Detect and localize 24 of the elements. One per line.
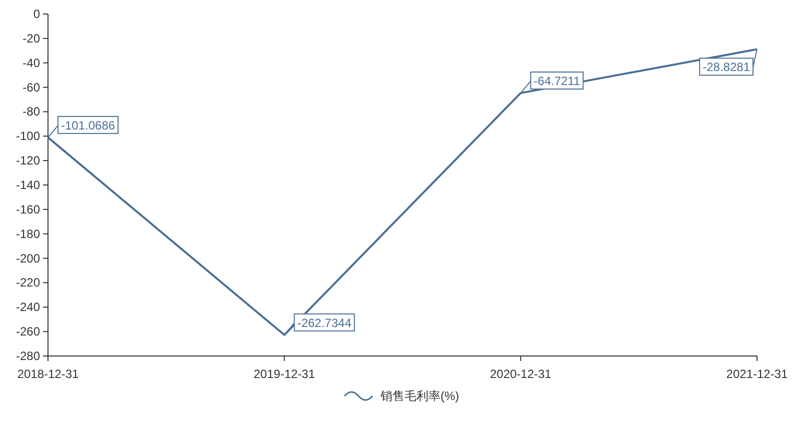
y-tick-label: -60 bbox=[22, 80, 40, 94]
data-label: -64.7211 bbox=[534, 74, 580, 88]
y-tick-label: -180 bbox=[16, 226, 40, 241]
y-tick-label: -260 bbox=[16, 324, 40, 339]
y-tick-label: -140 bbox=[16, 178, 40, 192]
y-tick-label: -220 bbox=[16, 276, 40, 290]
y-tick-label: -20 bbox=[22, 31, 40, 46]
y-tick-label: -120 bbox=[16, 154, 40, 168]
data-label: -28.8281 bbox=[702, 60, 750, 74]
x-tick-label: 2020-12-31 bbox=[490, 367, 552, 381]
y-tick-label: 0 bbox=[33, 7, 40, 21]
y-tick-label: -280 bbox=[16, 349, 40, 363]
data-label: -101.0686 bbox=[61, 118, 116, 132]
y-tick-label: -80 bbox=[22, 104, 40, 119]
legend-label: 销售毛利率(%) bbox=[380, 389, 460, 403]
x-tick-label: 2021-12-31 bbox=[726, 367, 788, 381]
y-tick-label: -160 bbox=[16, 202, 40, 216]
y-tick-label: -200 bbox=[16, 251, 40, 266]
x-tick-label: 2019-12-31 bbox=[254, 367, 316, 381]
data-label: -262.7344 bbox=[297, 316, 352, 330]
y-tick-label: -40 bbox=[22, 56, 40, 70]
x-tick-label: 2018-12-31 bbox=[17, 367, 80, 381]
y-tick-label: -240 bbox=[16, 300, 40, 314]
y-tick-label: -100 bbox=[16, 129, 40, 144]
